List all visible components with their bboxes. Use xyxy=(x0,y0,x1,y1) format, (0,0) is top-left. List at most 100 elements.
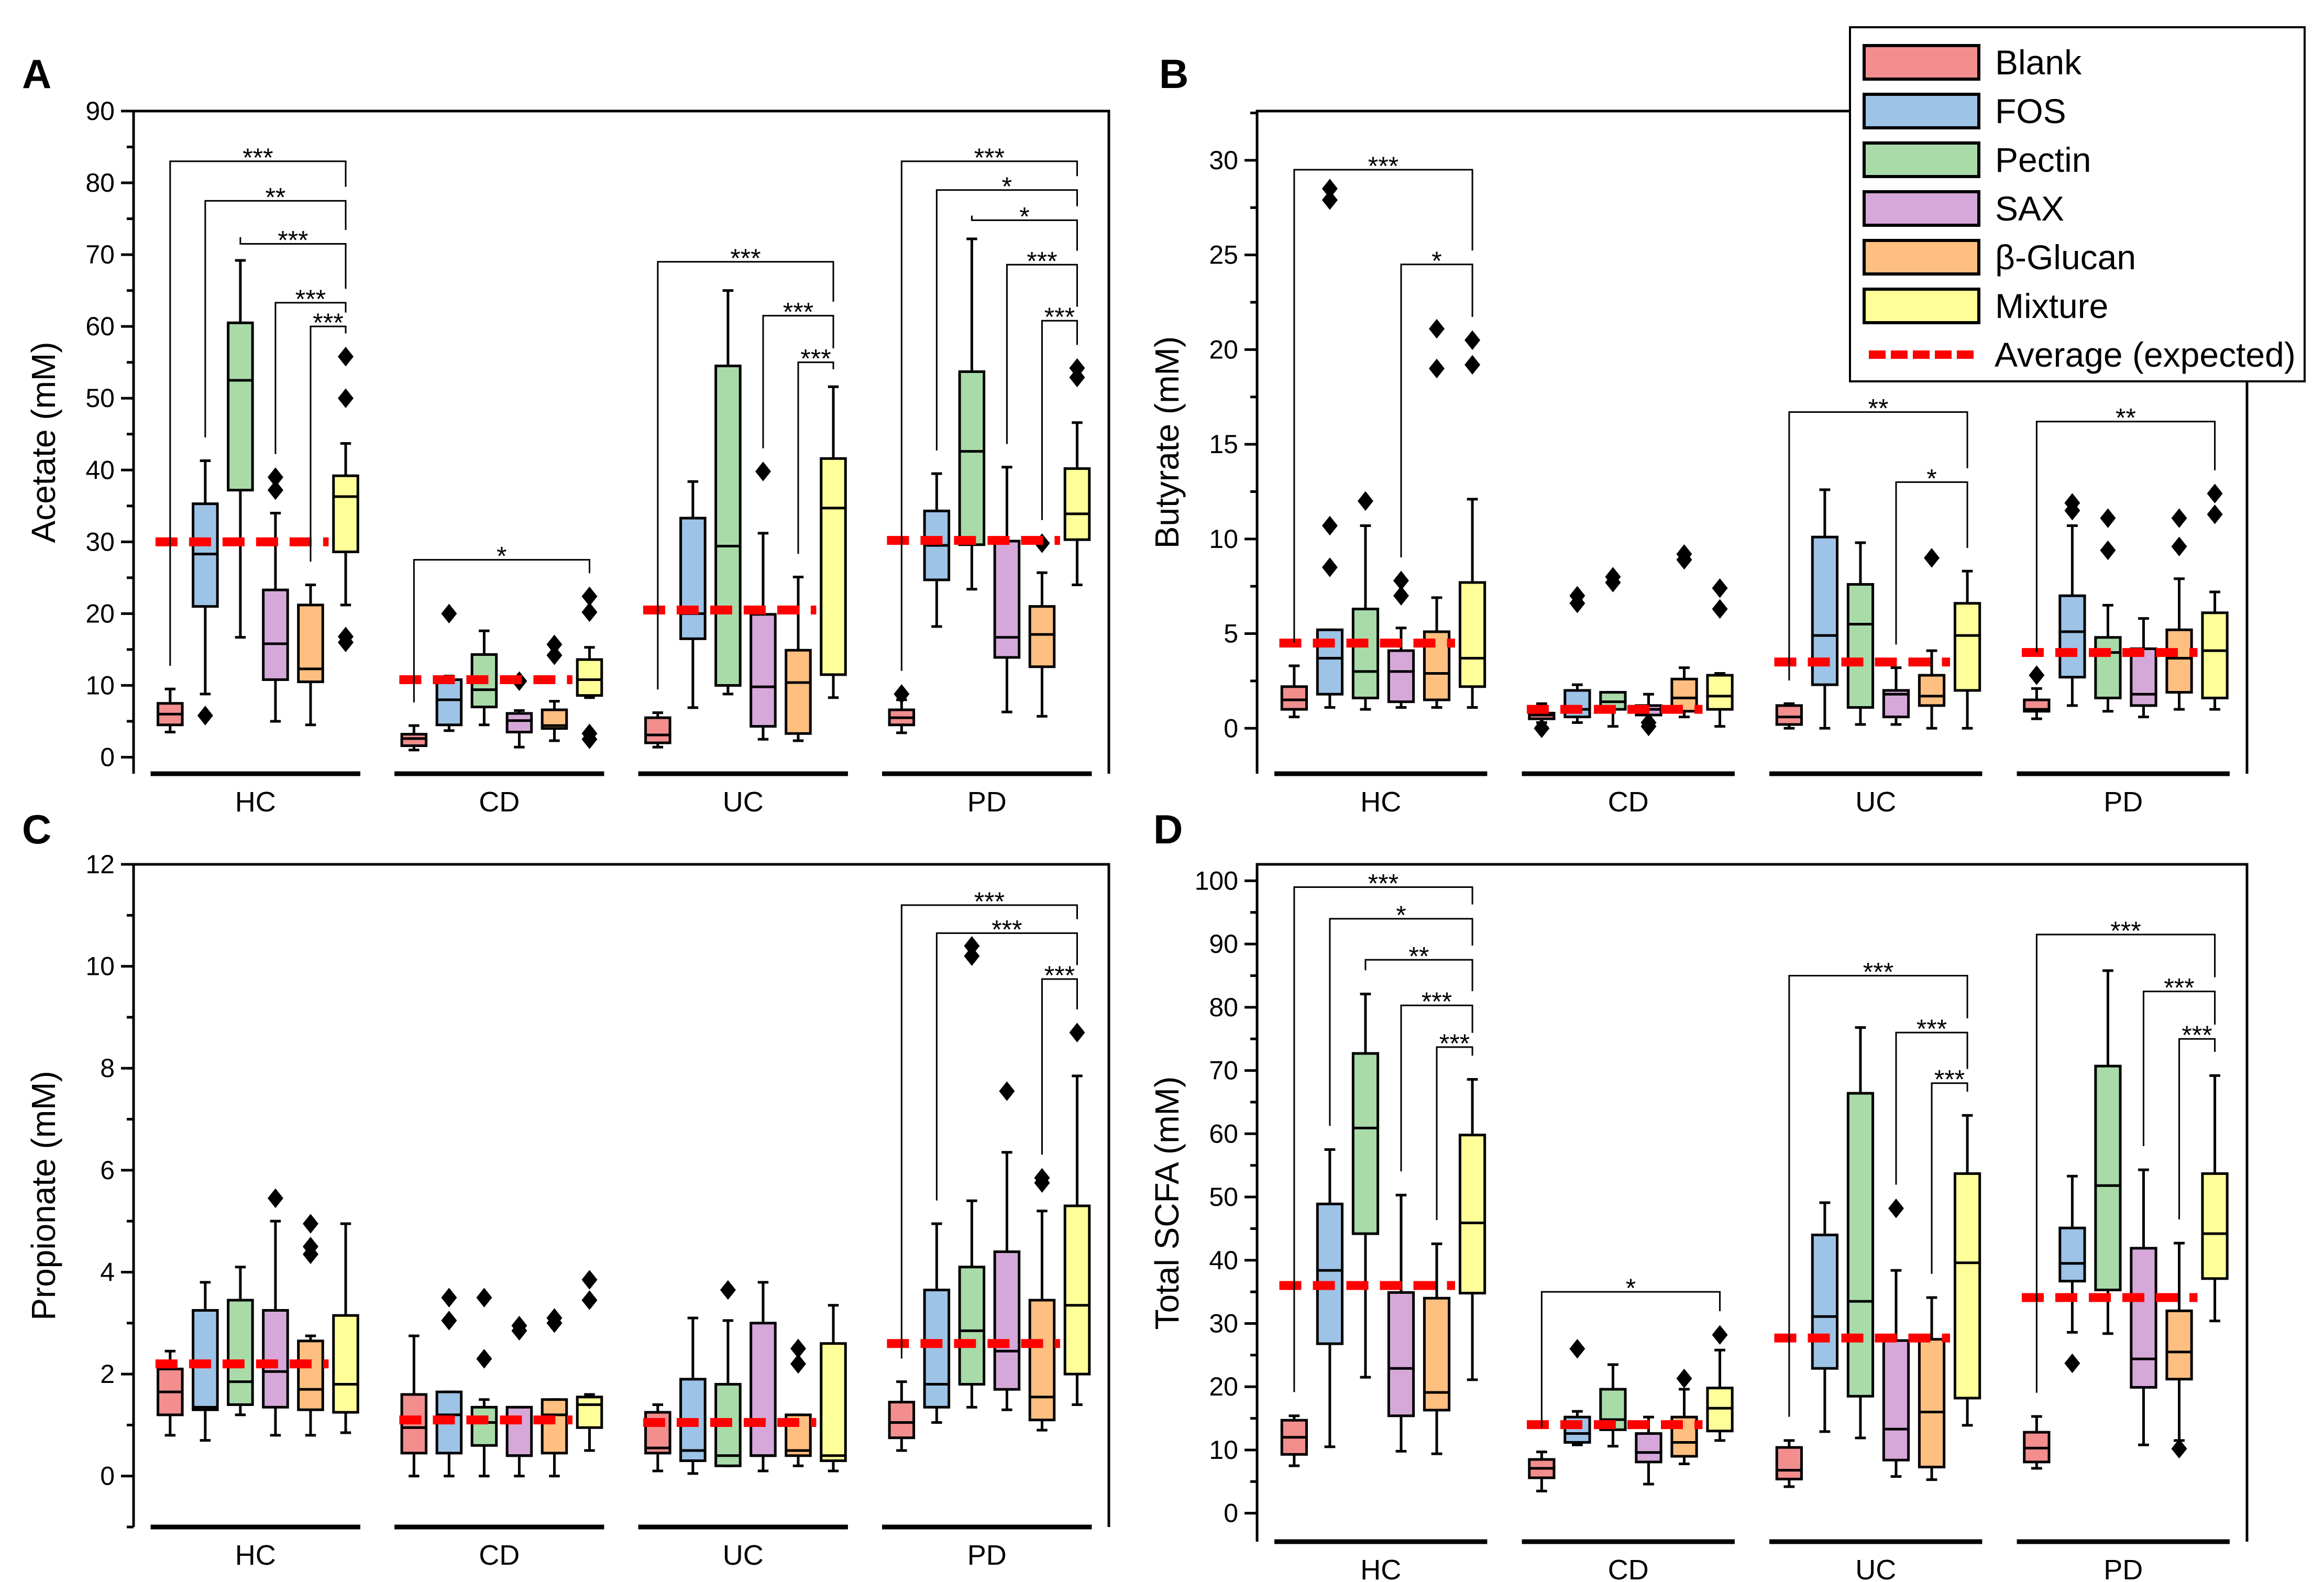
significance-bracket: *** xyxy=(935,915,1078,1201)
outlier-diamond xyxy=(1321,557,1338,577)
group-label: PD xyxy=(2103,1554,2143,1582)
significance-label: * xyxy=(1002,172,1012,201)
box-iqr xyxy=(1882,1339,1910,1462)
outlier-diamond xyxy=(2171,1438,2187,1459)
box-iqr xyxy=(505,712,533,734)
box-pectin xyxy=(1846,541,1875,726)
box-blank xyxy=(888,684,916,734)
box-iqr xyxy=(750,1322,777,1457)
significance-label: *** xyxy=(730,244,761,273)
outlier-diamond xyxy=(197,706,213,726)
box-iqr xyxy=(993,540,1021,659)
bracket-line xyxy=(1400,1004,1473,1172)
outlier-diamond xyxy=(546,645,563,665)
legend-item-blank: Blank xyxy=(1863,38,2304,86)
box-glucan xyxy=(297,584,324,727)
significance-label: ** xyxy=(1868,394,1889,423)
significance-bracket: *** xyxy=(239,226,347,289)
box-iqr xyxy=(1316,1202,1344,1345)
bracket-line xyxy=(935,189,1078,451)
significance-label: * xyxy=(497,542,506,571)
box-glucan xyxy=(541,634,568,742)
group-label: CD xyxy=(479,786,520,818)
significance-label: * xyxy=(1019,202,1029,231)
bracket-line xyxy=(1364,959,1473,992)
outlier-diamond xyxy=(2171,536,2187,557)
box-pectin xyxy=(714,1280,742,1467)
box-iqr xyxy=(297,1339,324,1411)
outlier-diamond xyxy=(581,1270,598,1290)
legend-label: Average (expected) xyxy=(1995,335,2296,374)
significance-label: *** xyxy=(783,298,813,327)
y-tick-label: 90 xyxy=(85,96,115,126)
significance-bracket: ** xyxy=(1788,394,1968,680)
box-iqr xyxy=(1775,704,1803,726)
y-tick-label: 2 xyxy=(100,1359,115,1389)
group-label: HC xyxy=(235,786,276,818)
significance-bracket: * xyxy=(1540,1273,1721,1429)
box-iqr xyxy=(820,1342,847,1463)
legend-label: FOS xyxy=(1995,91,2066,130)
outlier-diamond xyxy=(2100,540,2116,561)
y-tick-label: 0 xyxy=(1224,713,1238,743)
group-hc: HC xyxy=(150,1188,360,1571)
bracket-line xyxy=(1788,974,1968,1417)
box-sax xyxy=(2130,1168,2157,1446)
y-tick-label: 60 xyxy=(85,312,115,341)
box-iqr xyxy=(2130,647,2157,707)
y-tick-label: 60 xyxy=(1209,1119,1238,1148)
box-pectin xyxy=(2094,508,2122,713)
y-tick-label: 10 xyxy=(1209,1435,1238,1465)
group-label: UC xyxy=(723,1540,764,1571)
legend-item-expected-average: Average (expected) xyxy=(1863,330,2304,379)
box-glucan xyxy=(1670,544,1698,719)
outlier-diamond xyxy=(267,1188,283,1209)
outlier-diamond xyxy=(476,1349,492,1369)
significance-bracket: *** xyxy=(1293,151,1473,643)
bracket-line xyxy=(971,215,1078,251)
significance-label: *** xyxy=(1044,961,1075,990)
box-iqr xyxy=(679,517,707,640)
bracket-line xyxy=(1895,481,1968,645)
outlier-diamond xyxy=(337,388,354,408)
box-iqr xyxy=(1028,605,1056,668)
outlier-diamond xyxy=(337,346,354,367)
box-sax xyxy=(750,462,777,741)
box-fos xyxy=(1316,179,1344,709)
bracket-line xyxy=(274,302,347,454)
outlier-diamond xyxy=(1676,544,1692,564)
bracket-line xyxy=(413,559,590,702)
legend-label: β-Glucan xyxy=(1995,237,2136,277)
outlier-diamond xyxy=(2100,508,2116,528)
y-tick-label: 40 xyxy=(1209,1246,1238,1275)
outlier-diamond xyxy=(720,1280,736,1300)
group-hc: HC************** xyxy=(150,143,360,818)
bracket-line xyxy=(657,261,834,690)
plot-frame xyxy=(132,863,1110,1527)
box-fos xyxy=(923,1222,951,1424)
outlier-diamond xyxy=(1534,718,1550,739)
box-pectin xyxy=(714,289,742,696)
box-fos xyxy=(1563,586,1591,724)
box-blank xyxy=(1280,1414,1308,1467)
y-tick-label: 30 xyxy=(1209,1309,1238,1338)
box-mixture xyxy=(1063,358,1091,587)
significance-bracket: * xyxy=(1400,246,1473,558)
y-tick-label: 40 xyxy=(85,455,115,485)
significance-bracket: *** xyxy=(2035,916,2216,1393)
bracket-line xyxy=(2178,1038,2216,1220)
panel-label: A xyxy=(22,51,51,97)
outlier-diamond xyxy=(2029,665,2045,685)
y-axis-title: Acetate (mM) xyxy=(25,342,62,543)
group-label: CD xyxy=(1608,786,1649,818)
significance-bracket: *** xyxy=(1931,1065,1968,1274)
significance-bracket: * xyxy=(413,542,590,702)
legend-swatch xyxy=(1863,43,1980,81)
box-pectin xyxy=(227,259,254,639)
box-iqr xyxy=(1458,581,1486,688)
y-tick-label: 8 xyxy=(100,1053,115,1083)
y-axis-title: Butyrate (mM) xyxy=(1148,336,1186,548)
box-iqr xyxy=(2165,628,2193,694)
box-sax xyxy=(1882,666,1910,726)
